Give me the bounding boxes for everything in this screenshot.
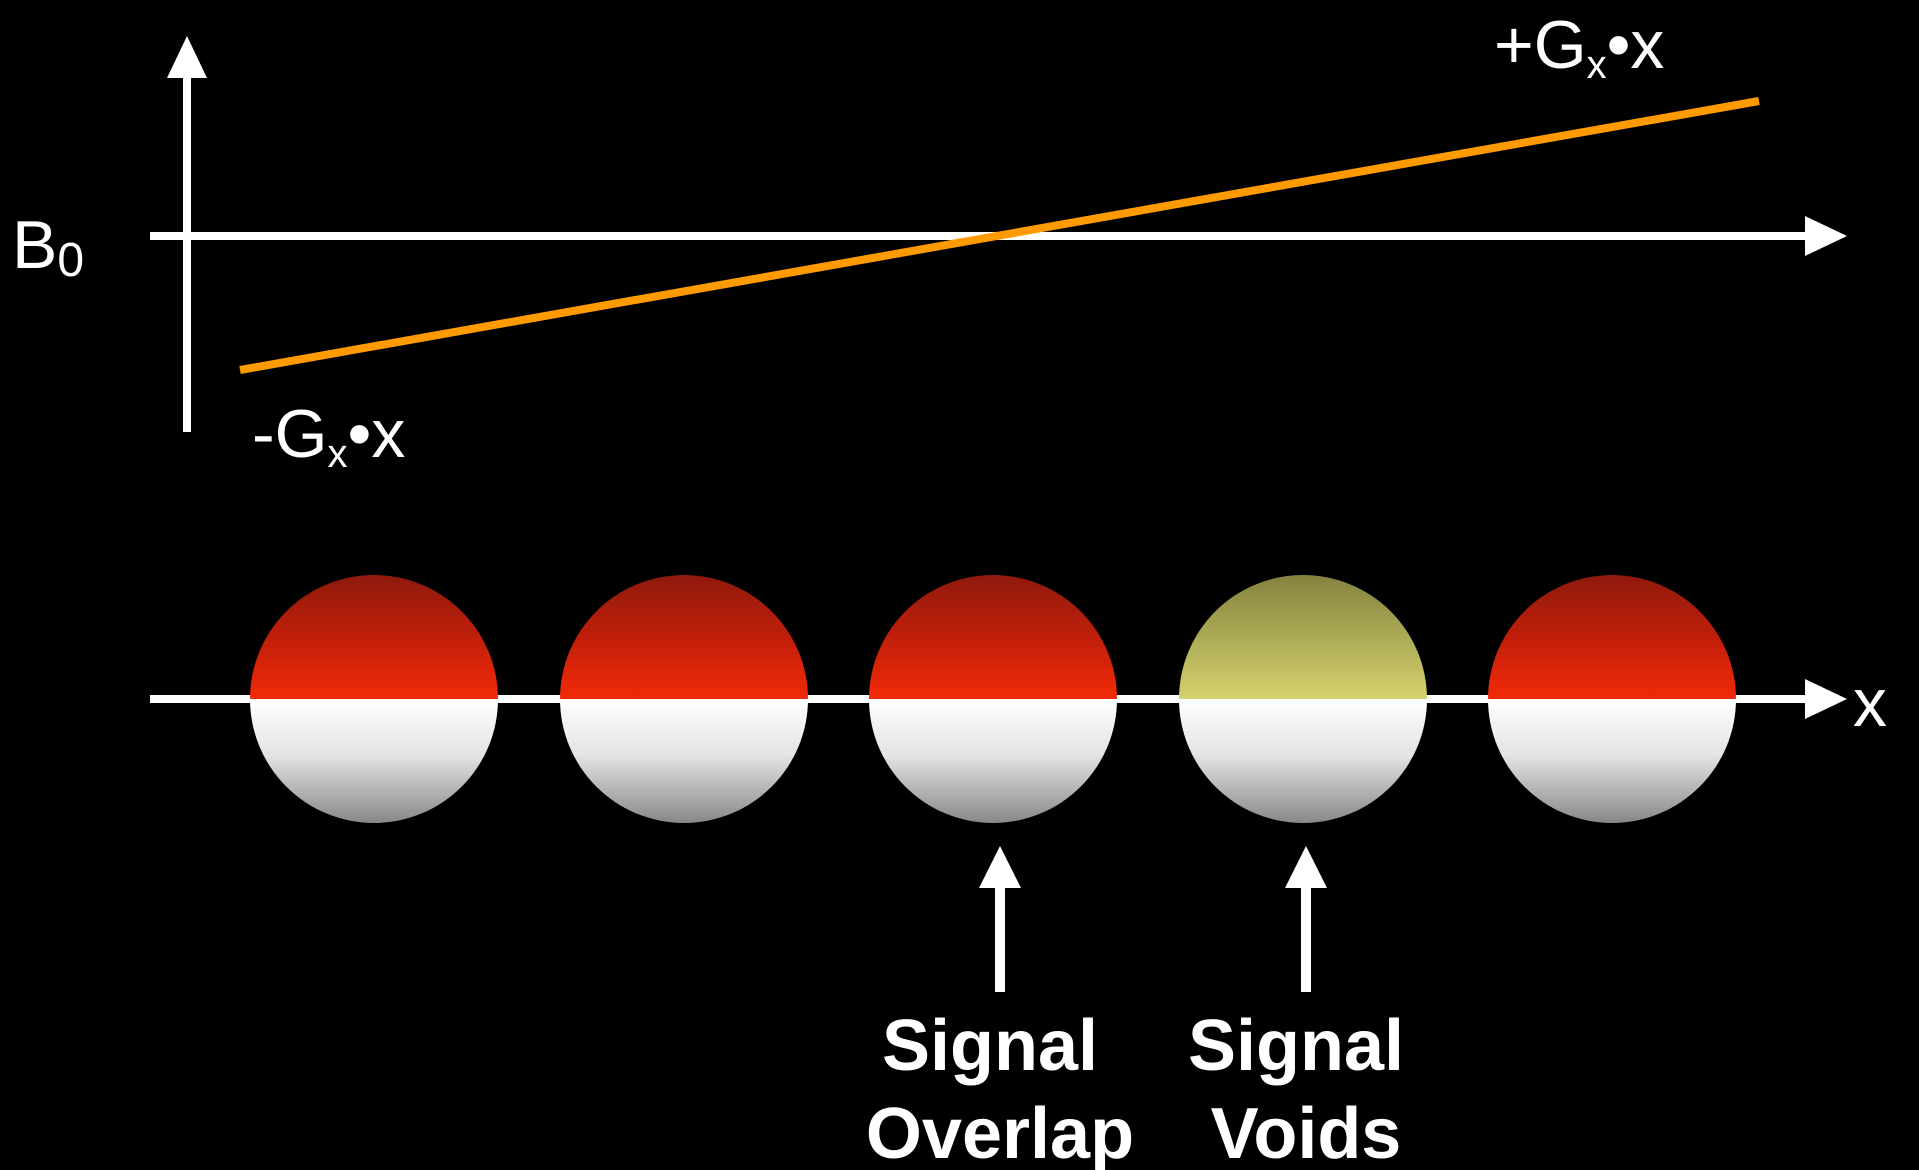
- spin-sphere-4-top: [1179, 575, 1427, 699]
- spin-sphere-4-bottom: [1179, 699, 1427, 823]
- gradient-line: [239, 97, 1760, 374]
- spin-sphere-2-bottom: [560, 699, 808, 823]
- position-axis-arrowhead: [1805, 679, 1847, 719]
- spin-sphere-3-top: [869, 575, 1117, 699]
- voids-label: Signal Voids: [1188, 1006, 1424, 1170]
- spin-sphere-1-top: [250, 575, 498, 699]
- overlap-arrowhead: [979, 846, 1021, 888]
- overlap-label: Signal Overlap: [866, 1006, 1134, 1170]
- spin-sphere-1-bottom: [250, 699, 498, 823]
- gradient-low-label: -Gx•x: [252, 396, 405, 476]
- position-axis-label: x: [1853, 665, 1887, 741]
- field-axis-arrowhead: [167, 36, 207, 78]
- spin-sphere-3-bottom: [869, 699, 1117, 823]
- spin-sphere-2-top: [560, 575, 808, 699]
- voids-arrowhead: [1285, 846, 1327, 888]
- gradient-high-label: +Gx•x: [1494, 7, 1664, 87]
- position-baseline-arrowhead: [1805, 216, 1847, 256]
- field-axis-label: B0: [12, 207, 84, 287]
- spin-sphere-5-top: [1488, 575, 1736, 699]
- spin-sphere-5-bottom: [1488, 699, 1736, 823]
